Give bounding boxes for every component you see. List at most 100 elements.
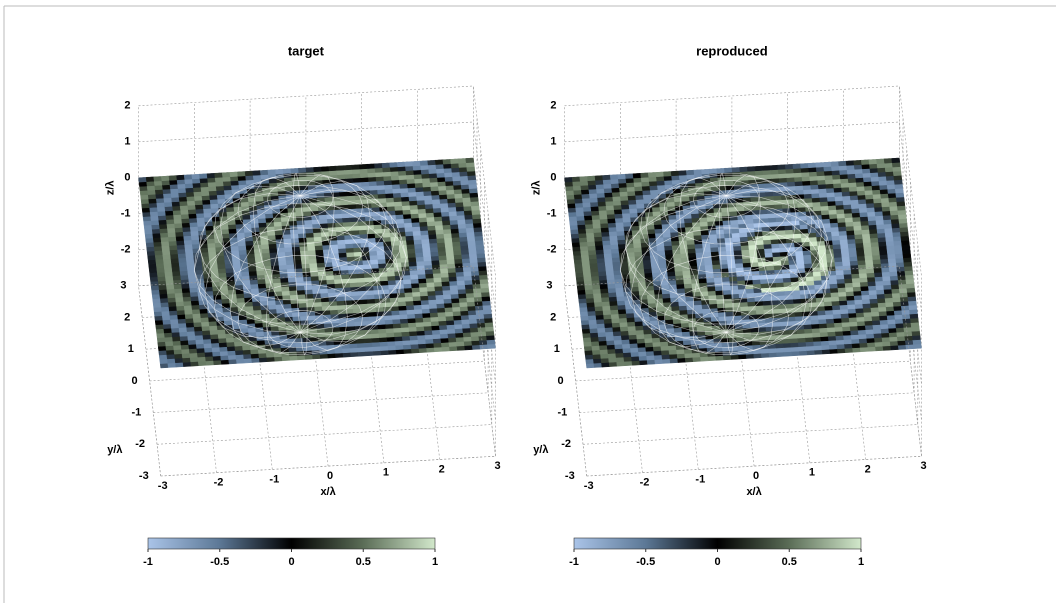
surface-cell: [365, 342, 373, 347]
surface-cell: [463, 328, 471, 333]
surface-cell: [712, 260, 720, 265]
surface-cell: [869, 225, 877, 230]
surface-cell: [156, 329, 164, 334]
surface-cell: [776, 282, 784, 287]
surface-cell: [372, 338, 380, 343]
surface-cell: [378, 329, 386, 334]
surface-cell: [643, 260, 651, 265]
surface-cell: [584, 346, 592, 351]
surface-cell: [359, 164, 367, 169]
surface-cell: [642, 247, 650, 252]
surface-cell: [616, 227, 624, 232]
surface-cell: [275, 169, 283, 174]
surface-cell: [688, 253, 696, 258]
surface-cell: [650, 190, 658, 195]
surface-cell: [193, 183, 201, 188]
surface-cell: [218, 264, 226, 269]
surface-cell: [157, 272, 165, 277]
surface-cell: [184, 301, 192, 306]
surface-cell: [877, 229, 885, 234]
surface-cell: [222, 172, 230, 177]
surface-cell: [409, 261, 417, 266]
surface-cell: [230, 172, 238, 177]
surface-cell: [862, 164, 870, 169]
surface-cell: [657, 250, 665, 255]
surface-cell: [826, 184, 834, 189]
surface-cell: [674, 258, 682, 263]
surface-cell: [144, 221, 152, 226]
surface-cell: [413, 170, 421, 175]
surface-cell: [618, 309, 626, 314]
surface-cell: [842, 257, 850, 262]
surface-cell: [336, 296, 344, 301]
surface-cell: [159, 350, 167, 355]
surface-cell: [846, 161, 854, 166]
surface-cell: [724, 229, 732, 234]
surface-cell: [296, 277, 304, 282]
surface-cell: [178, 188, 186, 193]
surface-cell: [677, 354, 685, 359]
surface-cell: [192, 309, 200, 314]
surface-cell: [785, 230, 793, 235]
surface-cell: [319, 215, 327, 220]
surface-cell: [654, 355, 662, 360]
surface-cell: [903, 318, 911, 323]
surface-cell: [175, 232, 183, 237]
surface-cell: [900, 231, 908, 236]
surface-cell: [139, 177, 147, 182]
surface-cell: [339, 192, 347, 197]
surface-cell: [485, 322, 493, 327]
surface-cell: [582, 198, 590, 203]
surface-cell: [828, 332, 836, 337]
surface-cell: [226, 338, 234, 343]
surface-cell: [399, 306, 407, 311]
colorbar-tick-label: 1: [432, 556, 438, 568]
surface-cell: [693, 357, 701, 362]
surface-cell: [636, 334, 644, 339]
surface-cell: [162, 180, 170, 185]
surface-cell: [161, 237, 169, 242]
surface-cell: [743, 263, 751, 268]
surface-cell: [613, 262, 621, 267]
surface-cell: [571, 229, 579, 234]
surface-cell: [246, 175, 254, 180]
surface-cell: [841, 183, 849, 188]
surface-cell: [401, 197, 409, 202]
surface-cell: [683, 270, 691, 275]
surface-cell: [164, 198, 172, 203]
surface-cell: [237, 298, 245, 303]
surface-cell: [865, 194, 873, 199]
surface-cell: [437, 173, 445, 178]
surface-cell: [609, 358, 617, 363]
surface-cell: [688, 314, 696, 319]
surface-cell: [330, 310, 338, 315]
surface-cell: [740, 306, 748, 311]
surface-cell: [253, 301, 261, 306]
z-tick-label: -2: [121, 244, 131, 256]
x-tick-label: 3: [494, 460, 500, 472]
surface-cell: [317, 332, 325, 337]
surface-cell: [709, 304, 717, 309]
surface-cell: [834, 192, 842, 197]
surface-cell: [229, 229, 237, 234]
surface-cell: [182, 284, 190, 289]
surface-cell: [591, 337, 599, 342]
surface-cell: [758, 262, 766, 267]
surface-cell: [453, 181, 461, 186]
surface-cell: [635, 191, 643, 196]
surface-cell: [477, 318, 485, 323]
surface-cell: [433, 273, 441, 278]
surface-cell: [860, 216, 868, 221]
surface-cell: [473, 219, 481, 224]
surface-cell: [907, 288, 915, 293]
surface-cell: [369, 185, 377, 190]
surface-cell: [651, 259, 659, 264]
surface-cell: [209, 321, 217, 326]
surface-cell: [195, 335, 203, 340]
surface-cell: [895, 188, 903, 193]
surface-cell: [593, 358, 601, 363]
surface-cell: [380, 346, 388, 351]
surface-cell: [466, 223, 474, 228]
surface-cell: [385, 319, 393, 324]
surface-cell: [411, 218, 419, 223]
